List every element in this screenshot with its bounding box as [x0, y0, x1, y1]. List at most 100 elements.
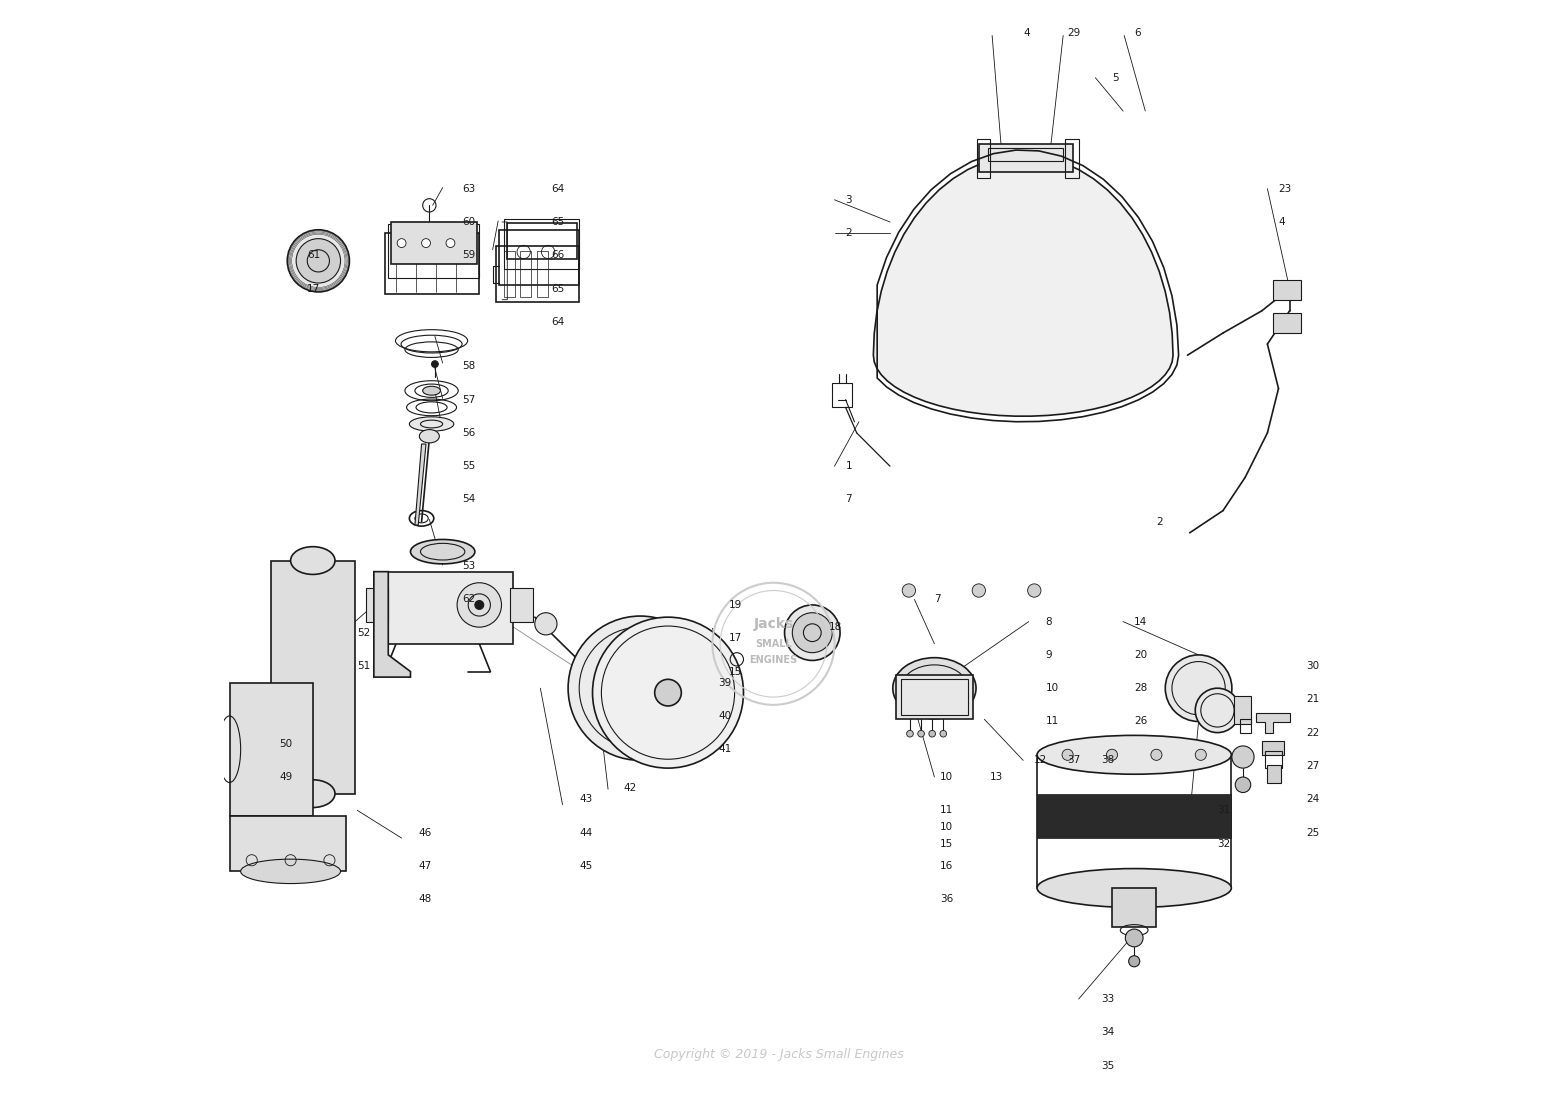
Bar	[1038, 794, 1231, 838]
Bar	[1234, 696, 1251, 724]
Text: 52: 52	[357, 627, 371, 638]
Text: 17: 17	[307, 283, 321, 294]
Text: 7: 7	[846, 494, 852, 505]
Polygon shape	[229, 816, 346, 871]
Circle shape	[619, 666, 662, 710]
Ellipse shape	[256, 779, 294, 808]
Circle shape	[592, 617, 743, 768]
Ellipse shape	[419, 430, 439, 443]
Text: 43: 43	[580, 794, 592, 805]
Text: 66: 66	[552, 250, 564, 261]
Text: 6: 6	[1134, 28, 1140, 39]
Text: 39: 39	[718, 677, 731, 688]
Text: 48: 48	[418, 894, 432, 905]
Circle shape	[929, 730, 935, 737]
Text: 42: 42	[623, 783, 637, 794]
Text: Jacks: Jacks	[754, 617, 793, 630]
Text: 50: 50	[279, 738, 293, 749]
Circle shape	[475, 601, 483, 609]
Bar	[503, 251, 514, 297]
Text: 34: 34	[1102, 1027, 1114, 1038]
Text: 24: 24	[1306, 794, 1320, 805]
Bar	[511, 588, 533, 622]
Ellipse shape	[290, 622, 337, 733]
Text: 10: 10	[939, 821, 953, 832]
Circle shape	[456, 583, 502, 627]
Circle shape	[785, 605, 840, 660]
Circle shape	[446, 239, 455, 248]
Text: 3: 3	[846, 194, 852, 205]
Bar	[1265, 751, 1282, 768]
Circle shape	[793, 613, 832, 653]
Text: 46: 46	[418, 827, 432, 838]
Bar	[385, 233, 480, 294]
Polygon shape	[374, 572, 513, 644]
Text: 25: 25	[1306, 827, 1320, 838]
Circle shape	[422, 239, 430, 248]
Ellipse shape	[410, 539, 475, 564]
Text: 9: 9	[1045, 649, 1052, 660]
Bar	[506, 223, 576, 259]
Text: 59: 59	[463, 250, 475, 261]
Text: 32: 32	[1217, 838, 1231, 849]
Polygon shape	[374, 572, 410, 677]
Text: 4: 4	[1024, 28, 1030, 39]
Text: 30: 30	[1306, 660, 1320, 672]
Text: 36: 36	[939, 894, 953, 905]
Bar	[896, 675, 974, 719]
Text: 18: 18	[829, 622, 843, 633]
Text: 10: 10	[1045, 683, 1058, 694]
Bar	[1240, 719, 1251, 733]
Bar	[1273, 313, 1301, 333]
Circle shape	[939, 730, 947, 737]
Text: 16: 16	[939, 860, 953, 871]
Text: 7: 7	[935, 594, 941, 605]
Text: 1: 1	[846, 461, 852, 472]
Text: 41: 41	[718, 744, 731, 755]
Text: 2: 2	[846, 228, 852, 239]
Bar	[391, 222, 477, 264]
Bar	[495, 246, 580, 302]
Text: 11: 11	[1045, 716, 1058, 727]
Circle shape	[432, 361, 438, 367]
Ellipse shape	[1038, 868, 1231, 908]
Text: 40: 40	[718, 710, 731, 722]
Text: 11: 11	[939, 805, 953, 816]
Circle shape	[1235, 777, 1251, 793]
Text: 29: 29	[1067, 28, 1081, 39]
Circle shape	[918, 730, 924, 737]
Circle shape	[397, 239, 407, 248]
Text: SMALL: SMALL	[756, 638, 791, 649]
Circle shape	[1063, 749, 1073, 760]
Ellipse shape	[605, 659, 633, 720]
Bar	[1262, 741, 1284, 755]
Text: 62: 62	[463, 594, 475, 605]
Circle shape	[287, 230, 349, 292]
Bar	[977, 139, 989, 178]
Text: 64: 64	[552, 183, 564, 194]
Circle shape	[1028, 584, 1041, 597]
Text: 58: 58	[463, 361, 475, 372]
Bar	[1267, 765, 1281, 783]
Text: 8: 8	[1045, 616, 1052, 627]
Ellipse shape	[240, 859, 341, 884]
Bar	[988, 148, 1063, 161]
Bar	[901, 679, 968, 715]
Text: 23: 23	[1279, 183, 1292, 194]
Text: Copyright © 2019 - Jacks Small Engines: Copyright © 2019 - Jacks Small Engines	[654, 1048, 904, 1061]
Text: ENGINES: ENGINES	[749, 655, 798, 666]
Text: 35: 35	[1102, 1060, 1114, 1071]
Text: 38: 38	[1102, 755, 1114, 766]
Text: 49: 49	[279, 771, 293, 783]
Bar	[1273, 280, 1301, 300]
Circle shape	[907, 730, 913, 737]
Text: 17: 17	[729, 633, 742, 644]
Text: 28: 28	[1134, 683, 1147, 694]
Polygon shape	[271, 561, 355, 794]
Text: 15: 15	[729, 666, 742, 677]
Ellipse shape	[422, 386, 441, 395]
Text: 55: 55	[463, 461, 475, 472]
Text: 60: 60	[463, 216, 475, 228]
Text: 44: 44	[580, 827, 592, 838]
Polygon shape	[229, 683, 313, 816]
